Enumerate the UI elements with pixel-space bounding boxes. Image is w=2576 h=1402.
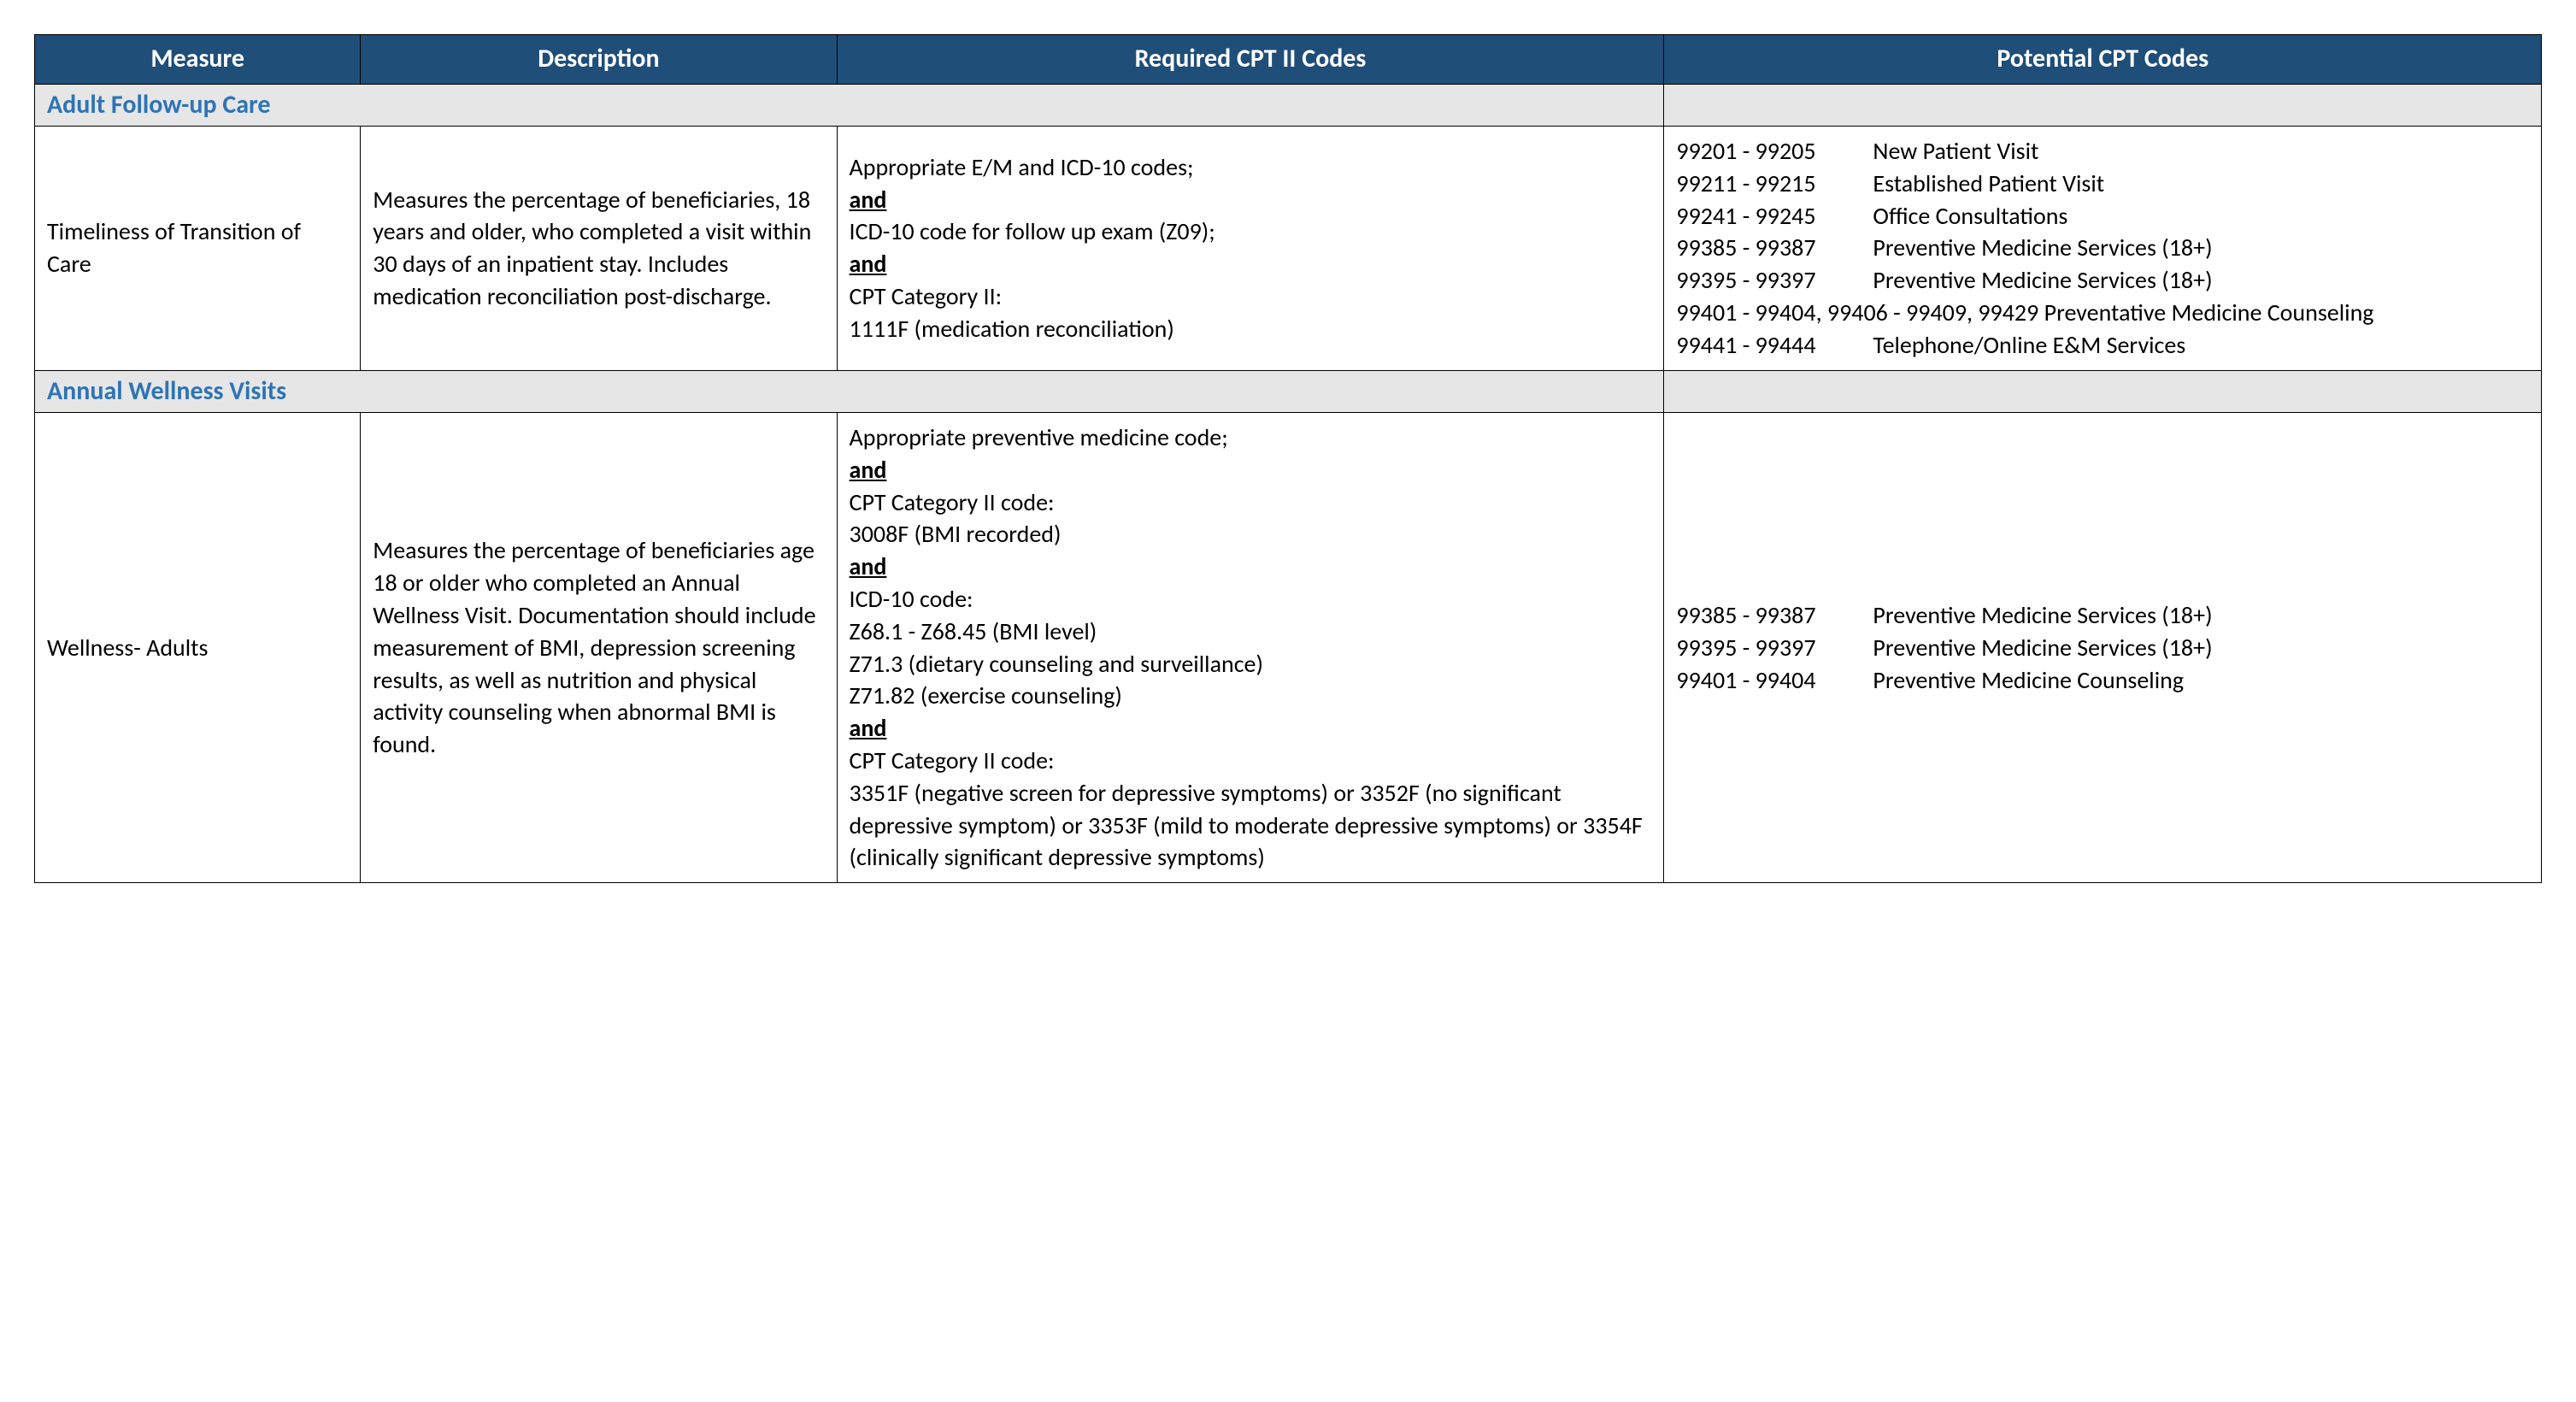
section-empty	[1664, 84, 2542, 127]
potential-extra-line: 99401 - 99404, 99406 - 99409, 99429 Prev…	[1676, 297, 2529, 329]
connector-and: and	[850, 712, 1652, 745]
code-range: 99201 - 99205	[1676, 135, 1873, 168]
required-line: Z71.3 (dietary counseling and surveillan…	[850, 648, 1652, 680]
potential-code-line: 99385 - 99387Preventive Medicine Service…	[1676, 599, 2529, 632]
connector-and: and	[850, 184, 1652, 216]
table-row: Wellness- AdultsMeasures the percentage …	[35, 413, 2542, 883]
code-range: 99241 - 99245	[1676, 200, 1873, 233]
col-header-potential: Potential CPT Codes	[1664, 35, 2542, 85]
code-desc: Preventive Medicine Counseling	[1873, 664, 2529, 697]
code-desc: New Patient Visit	[1873, 135, 2529, 168]
code-range: 99441 - 99444	[1676, 329, 1873, 362]
cpt-codes-table: Measure Description Required CPT II Code…	[34, 34, 2542, 883]
table-header: Measure Description Required CPT II Code…	[35, 35, 2542, 85]
required-line: Appropriate E/M and ICD-10 codes;	[850, 151, 1652, 184]
connector-and: and	[850, 454, 1652, 486]
required-line: 1111F (medication reconciliation)	[850, 313, 1652, 345]
measure-cell: Timeliness of Transition of Care	[35, 127, 361, 371]
code-desc: Preventive Medicine Services (18+)	[1873, 264, 2529, 297]
potential-code-line: 99201 - 99205New Patient Visit	[1676, 135, 2529, 168]
potential-code-line: 99385 - 99387Preventive Medicine Service…	[1676, 232, 2529, 264]
code-range: 99401 - 99404	[1676, 664, 1873, 697]
code-desc: Established Patient Visit	[1873, 168, 2529, 200]
table-body: Adult Follow-up CareTimeliness of Transi…	[35, 84, 2542, 883]
required-line: 3008F (BMI recorded)	[850, 518, 1652, 551]
potential-cell: 99385 - 99387Preventive Medicine Service…	[1664, 413, 2542, 883]
code-desc: Preventive Medicine Services (18+)	[1873, 632, 2529, 664]
potential-code-line: 99241 - 99245Office Consultations	[1676, 200, 2529, 233]
col-header-required: Required CPT II Codes	[837, 35, 1664, 85]
potential-code-line: 99395 - 99397Preventive Medicine Service…	[1676, 632, 2529, 664]
required-line: CPT Category II:	[850, 280, 1652, 313]
connector-and: and	[850, 248, 1652, 280]
required-line: CPT Category II code:	[850, 486, 1652, 519]
code-range: 99385 - 99387	[1676, 599, 1873, 632]
code-desc: Telephone/Online E&M Services	[1873, 329, 2529, 362]
code-range: 99395 - 99397	[1676, 264, 1873, 297]
potential-cell: 99201 - 99205New Patient Visit99211 - 99…	[1664, 127, 2542, 371]
code-desc: Preventive Medicine Services (18+)	[1873, 232, 2529, 264]
section-title: Adult Follow-up Care	[35, 84, 1664, 127]
measure-cell: Wellness- Adults	[35, 413, 361, 883]
code-range: 99395 - 99397	[1676, 632, 1873, 664]
code-desc: Office Consultations	[1873, 200, 2529, 233]
required-line: ICD-10 code for follow up exam (Z09);	[850, 215, 1652, 248]
section-row: Adult Follow-up Care	[35, 84, 2542, 127]
connector-and: and	[850, 551, 1652, 583]
required-line: Z68.1 - Z68.45 (BMI level)	[850, 616, 1652, 648]
description-cell: Measures the percentage of beneficiaries…	[361, 127, 837, 371]
required-line: Appropriate preventive medicine code;	[850, 421, 1652, 454]
table-row: Timeliness of Transition of CareMeasures…	[35, 127, 2542, 371]
section-title: Annual Wellness Visits	[35, 370, 1664, 413]
description-cell: Measures the percentage of beneficiaries…	[361, 413, 837, 883]
section-row: Annual Wellness Visits	[35, 370, 2542, 413]
required-line: Z71.82 (exercise counseling)	[850, 680, 1652, 712]
col-header-description: Description	[361, 35, 837, 85]
code-desc: Preventive Medicine Services (18+)	[1873, 599, 2529, 632]
required-cell: Appropriate E/M and ICD-10 codes;andICD-…	[837, 127, 1664, 371]
code-range: 99385 - 99387	[1676, 232, 1873, 264]
required-line: CPT Category II code:	[850, 745, 1652, 777]
required-line: ICD-10 code:	[850, 583, 1652, 616]
potential-code-line: 99211 - 99215Established Patient Visit	[1676, 168, 2529, 200]
col-header-measure: Measure	[35, 35, 361, 85]
required-line: 3351F (negative screen for depressive sy…	[850, 777, 1652, 874]
potential-code-line: 99395 - 99397Preventive Medicine Service…	[1676, 264, 2529, 297]
code-range: 99211 - 99215	[1676, 168, 1873, 200]
required-cell: Appropriate preventive medicine code;and…	[837, 413, 1664, 883]
potential-code-line: 99401 - 99404Preventive Medicine Counsel…	[1676, 664, 2529, 697]
section-empty	[1664, 370, 2542, 413]
potential-code-line: 99441 - 99444Telephone/Online E&M Servic…	[1676, 329, 2529, 362]
